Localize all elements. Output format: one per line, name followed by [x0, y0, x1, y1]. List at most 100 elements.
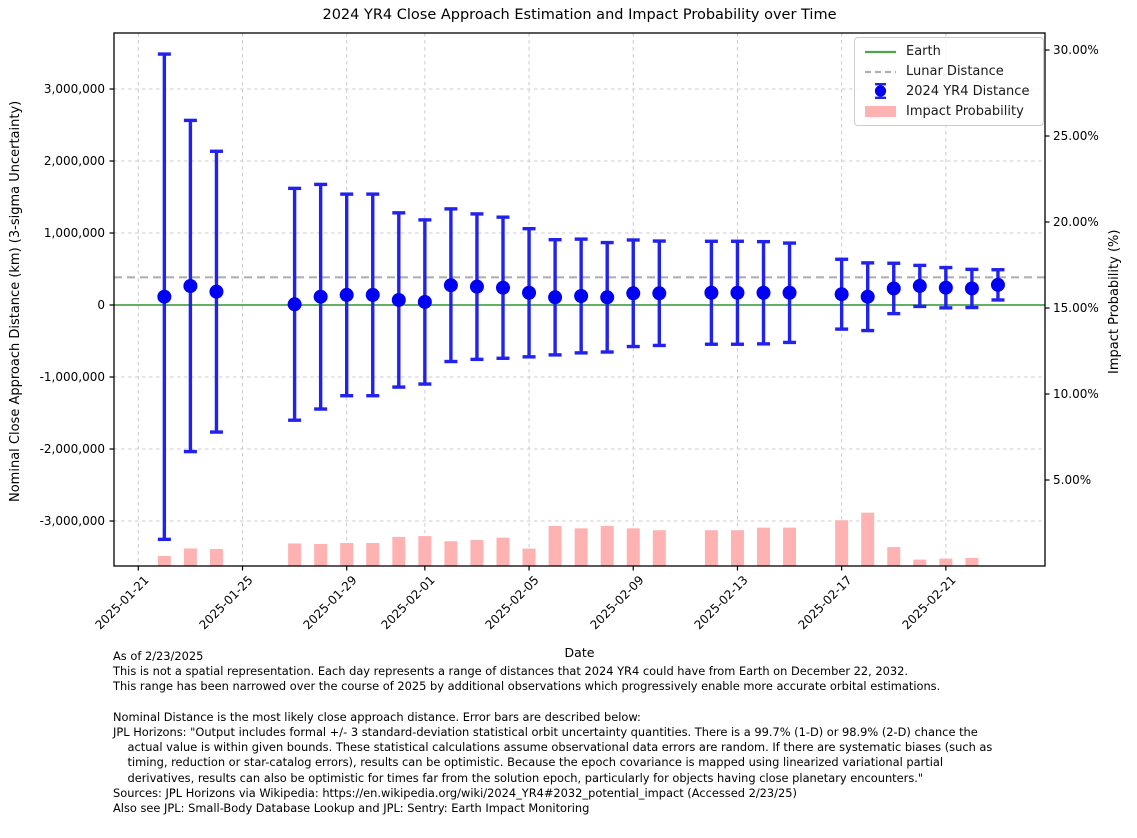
- footer-line: actual value is within given bounds. The…: [113, 740, 993, 755]
- footer-line: [113, 695, 992, 710]
- y-axis-left-tick-label: -2,000,000: [39, 442, 105, 456]
- y-axis-right-tick-label: 30.00%: [1053, 43, 1099, 57]
- impact-probability-bar: [548, 525, 562, 566]
- nominal-distance-marker: [730, 285, 745, 300]
- y-axis-right-tick-label: 20.00%: [1053, 215, 1099, 229]
- y-axis-right-tick-label: 15.00%: [1053, 301, 1099, 315]
- nominal-distance-marker: [496, 280, 510, 295]
- legend-label: Earth: [906, 44, 941, 60]
- x-axis-label: Date: [564, 645, 595, 660]
- y-axis-left-label: Nominal Close Approach Distance (km) (3-…: [8, 100, 23, 502]
- footer-line: This is not a spatial representation. Ea…: [113, 664, 908, 679]
- nominal-distance-marker: [391, 292, 406, 307]
- impact-probability-bar: [522, 548, 536, 566]
- y-axis-left-tick-label: -3,000,000: [39, 514, 105, 528]
- impact-probability-bar: [209, 548, 223, 566]
- impact-probability-bar: [496, 537, 510, 566]
- y-axis-left-tick-label: 3,000,000: [43, 82, 105, 96]
- footer-line: derivatives, results can also be optimis…: [113, 770, 924, 785]
- y-axis-left-tick-label: 1,000,000: [43, 226, 105, 240]
- nominal-distance-marker: [287, 297, 302, 312]
- nominal-distance-marker: [886, 281, 901, 296]
- nominal-distance-marker: [313, 289, 328, 304]
- impact-probability-bar: [574, 528, 588, 566]
- nominal-distance-marker: [209, 284, 224, 299]
- chart-title: 2024 YR4 Close Approach Estimation and I…: [322, 7, 837, 23]
- impact-probability-bar: [444, 541, 458, 566]
- nominal-distance-marker: [339, 287, 354, 302]
- nominal-distance-marker: [782, 285, 797, 300]
- y-axis-left-tick-label: 2,000,000: [43, 154, 105, 168]
- impact-probability-bar: [366, 542, 380, 566]
- impact-probability-bar: [704, 530, 718, 566]
- impact-probability-bar: [783, 527, 797, 566]
- impact-probability-bar: [835, 520, 849, 566]
- legend-item-lunar-distance: Lunar Distance: [864, 63, 1043, 81]
- footer-notes: As of 2/23/2025 This is not a spatial rep…: [113, 649, 992, 816]
- nominal-distance-marker: [704, 285, 719, 300]
- impact-probability-bar: [861, 512, 875, 566]
- footer-line: This range has been narrowed over the co…: [113, 679, 941, 694]
- legend: Earth Lunar Distance 2024 YR4 Distance I…: [854, 37, 1044, 126]
- impact-probability-bar: [157, 556, 171, 566]
- y-axis-right-tick-label: 5.00%: [1053, 473, 1092, 487]
- impact-probability-bar: [470, 540, 484, 566]
- impact-probability-bar: [965, 557, 979, 566]
- nominal-distance-marker: [417, 294, 432, 309]
- y-axis-right-tick-label: 25.00%: [1053, 129, 1099, 143]
- footer-line: Nominal Distance is the most likely clos…: [113, 709, 641, 724]
- impact-probability-bar: [314, 543, 328, 566]
- y-axis-right-label: Impact Probability (%): [1107, 229, 1122, 375]
- y-axis-left-tick-label: 0: [97, 298, 105, 312]
- legend-item-impact-probability: Impact Probability: [864, 102, 1043, 120]
- footer-line: As of 2/23/2025: [113, 649, 204, 663]
- legend-label: Lunar Distance: [906, 64, 1004, 80]
- nominal-distance-marker: [522, 285, 537, 300]
- nominal-distance-marker: [365, 287, 380, 302]
- impact-probability-bar: [652, 530, 666, 566]
- legend-label: 2024 YR4 Distance: [906, 83, 1030, 99]
- footer-line: timing, reduction or star-catalog errors…: [113, 755, 944, 770]
- nominal-distance-marker: [860, 289, 875, 304]
- nominal-distance-marker: [183, 278, 198, 293]
- earth-line-icon: [865, 50, 896, 53]
- impact-probability-bar: [730, 530, 744, 566]
- y-axis-left-tick-label: -1,000,000: [39, 370, 105, 384]
- impact-probability-bar: [288, 543, 302, 566]
- impact-probability-bar: [913, 559, 927, 566]
- impact-probability-bar: [939, 558, 953, 566]
- nominal-distance-marker: [652, 286, 667, 301]
- nominal-distance-marker: [756, 285, 771, 300]
- plot-border: [113, 32, 1046, 567]
- footer-line: Also see JPL: Small-Body Database Lookup…: [113, 801, 590, 816]
- nominal-distance-marker: [834, 287, 849, 302]
- impact-probability-bar: [340, 542, 354, 566]
- nominal-distance-marker: [157, 289, 172, 304]
- impact-probability-bar: [757, 527, 770, 566]
- nominal-distance-marker: [626, 286, 641, 301]
- nominal-distance-marker: [469, 279, 484, 294]
- impact-probability-bar: [418, 536, 432, 566]
- nominal-distance-marker: [938, 280, 953, 295]
- legend-item-yr4-distance: 2024 YR4 Distance: [864, 82, 1043, 100]
- footer-line: JPL Horizons: "Output includes formal +/…: [113, 725, 978, 740]
- nominal-distance-marker: [912, 278, 927, 293]
- impact-probability-bar: [183, 548, 197, 566]
- pink-bar-icon: [865, 106, 896, 118]
- nominal-distance-marker: [548, 290, 563, 305]
- nominal-distance-marker: [964, 281, 979, 296]
- nominal-distance-marker: [443, 278, 458, 293]
- legend-item-earth: Earth: [864, 43, 1043, 61]
- impact-probability-bar: [392, 536, 406, 566]
- y-axis-right-tick-label: 10.00%: [1053, 387, 1099, 401]
- lunar-dashed-line-icon: [865, 70, 896, 73]
- errorbar-marker-icon: [874, 83, 887, 100]
- impact-probability-bar: [887, 547, 901, 566]
- nominal-distance-marker: [990, 277, 1005, 292]
- footer-line: Sources: JPL Horizons via Wikipedia: htt…: [113, 785, 797, 800]
- impact-probability-bar: [626, 528, 640, 566]
- impact-probability-bar: [600, 525, 614, 566]
- nominal-distance-marker: [600, 290, 615, 305]
